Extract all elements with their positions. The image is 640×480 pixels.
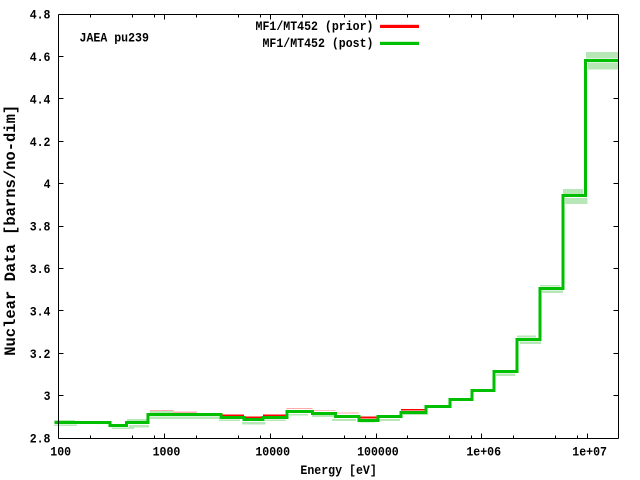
svg-text:3.6: 3.6	[30, 262, 51, 277]
svg-text:3: 3	[44, 389, 51, 404]
svg-text:Nuclear Data [barns/no-dim]: Nuclear Data [barns/no-dim]	[2, 105, 20, 356]
svg-text:Energy [eV]: Energy [eV]	[300, 463, 376, 478]
svg-text:3.8: 3.8	[30, 220, 51, 235]
svg-text:1e+06: 1e+06	[466, 445, 501, 460]
svg-text:100000: 100000	[357, 445, 399, 460]
svg-text:100: 100	[50, 445, 71, 460]
svg-text:3.4: 3.4	[30, 304, 51, 319]
svg-text:4.6: 4.6	[30, 50, 51, 65]
svg-text:2.8: 2.8	[30, 432, 51, 447]
svg-text:1e+07: 1e+07	[572, 445, 607, 460]
svg-text:MF1/MT452 (prior): MF1/MT452 (prior)	[256, 19, 374, 34]
svg-text:MF1/MT452 (post): MF1/MT452 (post)	[263, 36, 374, 51]
svg-text:4.4: 4.4	[30, 92, 51, 107]
svg-text:4.8: 4.8	[30, 8, 51, 23]
svg-text:JAEA pu239: JAEA pu239	[80, 30, 150, 45]
svg-text:10000: 10000	[255, 445, 290, 460]
svg-text:4: 4	[44, 177, 51, 192]
svg-text:1000: 1000	[153, 445, 181, 460]
svg-text:4.2: 4.2	[30, 135, 51, 150]
svg-text:3.2: 3.2	[30, 347, 51, 362]
